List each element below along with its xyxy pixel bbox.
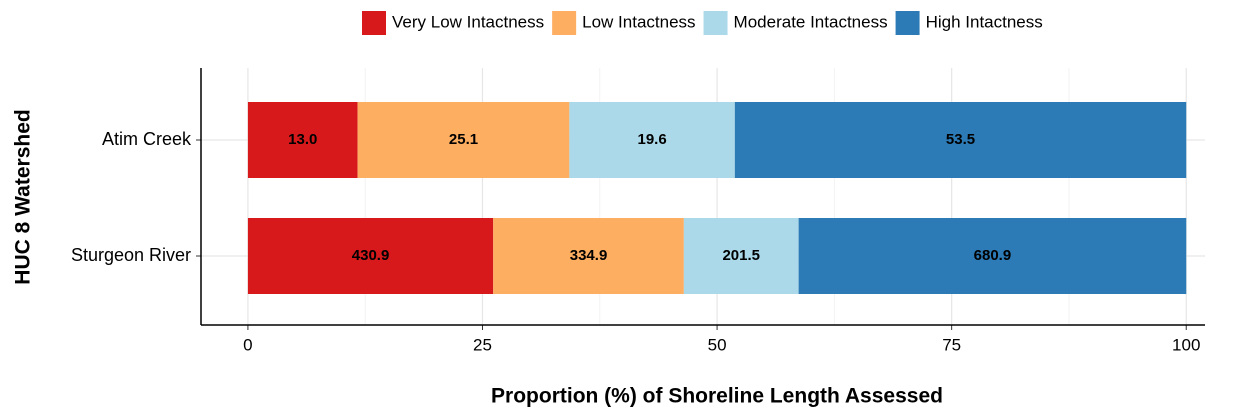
y-tick-label: Sturgeon River [71,245,191,265]
data-label: 201.5 [722,247,760,264]
x-tick-label: 75 [942,335,961,354]
data-label: 19.6 [637,131,666,148]
x-axis-title: Proportion (%) of Shoreline Length Asses… [491,385,943,408]
y-tick-label: Atim Creek [102,129,192,149]
legend-swatch [362,11,386,35]
data-label: 25.1 [449,131,478,148]
legend-label: Low Intactness [582,12,695,31]
legend-label: High Intactness [926,12,1043,31]
bar-segment [247,218,494,294]
y-axis-title: HUC 8 Watershed [12,109,35,284]
x-tick-label: 100 [1172,335,1200,354]
bar-segment [683,218,799,294]
legend-swatch [552,11,577,35]
bar-segment [569,102,735,178]
legend-label: Moderate Intactness [734,12,888,31]
legend-swatch [895,11,920,35]
bar-segment [798,218,1187,294]
legend-swatch [703,11,728,35]
bar-segment [493,218,684,294]
bar-segment [357,102,570,178]
data-label: 334.9 [570,247,608,264]
data-label: 13.0 [288,131,317,148]
data-label: 53.5 [946,131,975,148]
bar-segment [247,102,358,178]
x-tick-label: 50 [708,335,727,354]
x-tick-label: 25 [473,335,492,354]
x-tick-label: 0 [243,335,252,354]
bar-segment [734,102,1187,178]
legend-label: Very Low Intactness [392,12,544,31]
data-label: 430.9 [352,247,390,264]
data-label: 680.9 [974,247,1012,264]
